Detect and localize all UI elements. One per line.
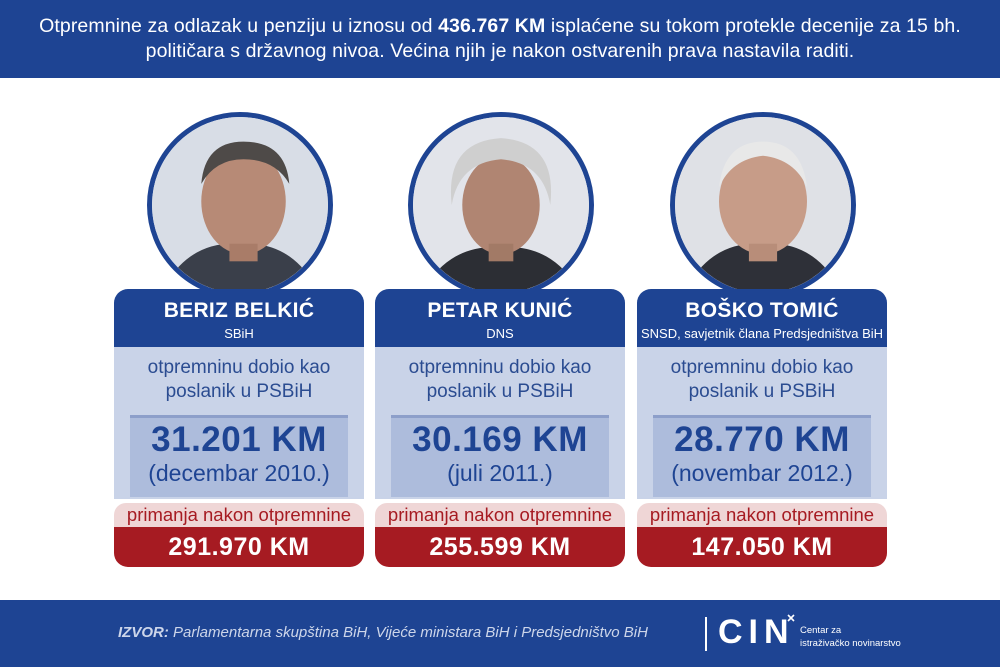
severance-amount: 31.201 KM xyxy=(151,420,327,459)
severance-amount-box: 28.770 KM (novembar 2012.) xyxy=(653,415,871,497)
severance-info: otpremninu dobio kao poslanik u PSBiH 28… xyxy=(637,347,887,499)
name-box: BERIZ BELKIĆ SBiH xyxy=(114,289,364,347)
severance-info: otpremninu dobio kao poslanik u PSBiH 31… xyxy=(114,347,364,499)
severance-description: otpremninu dobio kao poslanik u PSBiH xyxy=(408,357,592,402)
logo-subtitle: Centar za istraživačko novinarstvo xyxy=(800,624,901,650)
after-severance-label: primanja nakon otpremnine xyxy=(114,503,364,527)
severance-amount: 28.770 KM xyxy=(674,420,850,459)
politician-name: BERIZ BELKIĆ xyxy=(163,299,315,322)
politician-name: PETAR KUNIĆ xyxy=(427,299,573,322)
politician-card-belkic: BERIZ BELKIĆ SBiH otpremninu dobio kao p… xyxy=(114,112,364,567)
after-severance-label: primanja nakon otpremnine xyxy=(375,503,625,527)
portrait-photo-icon xyxy=(152,117,328,293)
severance-description: otpremninu dobio kao poslanik u PSBiH xyxy=(670,357,854,402)
after-severance-amount: 291.970 KM xyxy=(114,527,364,567)
politician-photo xyxy=(147,112,333,298)
politician-card-kunic: PETAR KUNIĆ DNS otpremninu dobio kao pos… xyxy=(375,112,625,567)
severance-description: otpremninu dobio kao poslanik u PSBiH xyxy=(147,357,331,402)
logo-divider xyxy=(705,617,707,651)
politician-card-tomic: BOŠKO TOMIĆ SNSD, savjetnik člana Predsj… xyxy=(637,112,887,567)
header-text-before: Otpremnine za odlazak u penziju u iznosu… xyxy=(39,15,439,37)
severance-info: otpremninu dobio kao poslanik u PSBiH 30… xyxy=(375,347,625,499)
cross-mark-icon xyxy=(787,614,795,622)
after-severance-amount: 255.599 KM xyxy=(375,527,625,567)
portrait-photo-icon xyxy=(675,117,851,293)
after-severance-label: primanja nakon otpremnine xyxy=(637,503,887,527)
source-citation: IZVOR: Parlamentarna skupština BiH, Vije… xyxy=(118,624,648,641)
politician-party: DNS xyxy=(486,326,514,341)
header-banner: Otpremnine za odlazak u penziju u iznosu… xyxy=(0,0,1000,78)
logo-subtitle-line2: istraživačko novinarstvo xyxy=(800,638,901,649)
severance-date: (novembar 2012.) xyxy=(671,460,853,486)
severance-date: (juli 2011.) xyxy=(447,460,553,486)
header-text-after: isplaćene su tokom protekle decenije za … xyxy=(145,15,961,62)
severance-date: (decembar 2010.) xyxy=(148,460,330,486)
source-label: IZVOR: xyxy=(118,624,169,641)
cin-logo: CIN xyxy=(718,613,795,651)
politician-party: SBiH xyxy=(224,326,254,341)
name-box: BOŠKO TOMIĆ SNSD, savjetnik člana Predsj… xyxy=(637,289,887,347)
politician-name: BOŠKO TOMIĆ xyxy=(685,299,839,322)
portrait-photo-icon xyxy=(413,117,589,293)
politician-photo xyxy=(408,112,594,298)
politician-party: SNSD, savjetnik člana Predsjedništva BiH xyxy=(640,326,884,341)
severance-amount-box: 31.201 KM (decembar 2010.) xyxy=(130,415,348,497)
politician-photo xyxy=(670,112,856,298)
logo-subtitle-line1: Centar za xyxy=(800,625,842,636)
source-text: Parlamentarna skupština BiH, Vijeće mini… xyxy=(168,624,648,641)
header-highlight-amount: 436.767 KM xyxy=(438,15,546,37)
after-severance-amount: 147.050 KM xyxy=(637,527,887,567)
name-box: PETAR KUNIĆ DNS xyxy=(375,289,625,347)
severance-amount: 30.169 KM xyxy=(412,420,588,459)
severance-amount-box: 30.169 KM (juli 2011.) xyxy=(391,415,609,497)
footer: IZVOR: Parlamentarna skupština BiH, Vije… xyxy=(0,600,1000,667)
